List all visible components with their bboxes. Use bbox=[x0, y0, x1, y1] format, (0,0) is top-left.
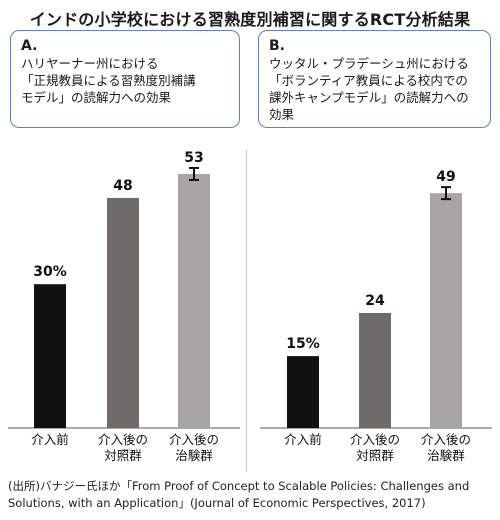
panel-0-category-label-1-line-1: 対照群 bbox=[104, 448, 142, 463]
panel-1-bar-1 bbox=[359, 312, 391, 428]
panel-1-category-label-2-line-0: 介入後の bbox=[421, 432, 471, 447]
panel-1-bar-0 bbox=[287, 356, 319, 428]
panel-0-category-label-1-line-0: 介入後の bbox=[98, 432, 148, 447]
panel-0-bar-2 bbox=[178, 173, 210, 428]
panel-1-category-label-0-line-0: 介入前 bbox=[284, 432, 322, 447]
panel-a-letter: A. bbox=[21, 38, 38, 54]
panel-0-data-label-0: 30% bbox=[33, 264, 67, 280]
panel-b-description: ウッタル・プラデーシュ州における 「ボランティア教員による校内での 課外キャンプ… bbox=[269, 56, 469, 122]
panel-0-data-label-1: 48 bbox=[113, 178, 132, 194]
panel-b-description-box: B. ウッタル・プラデーシュ州における 「ボランティア教員による校内での 課外キ… bbox=[258, 30, 491, 128]
panel-1-data-label-1: 24 bbox=[365, 293, 385, 309]
panel-0-data-label-2: 53 bbox=[184, 150, 203, 166]
source-note: (出所)バナジー氏ほか「From Proof of Concept to Sca… bbox=[8, 479, 470, 510]
panel-1-data-label-2: 49 bbox=[436, 169, 455, 185]
panel-0-category-label-2-line-0: 介入後の bbox=[169, 432, 219, 447]
panel-a-description: ハリヤーナー州における 「正規教員による習熟度別補講 モデル」の読解力への効果 bbox=[21, 56, 196, 105]
panel-divider bbox=[246, 150, 247, 472]
panel-0-category-label-2-line-1: 治験群 bbox=[175, 448, 213, 463]
page-title: インドの小学校における習熟度別補習に関するRCT分析結果 bbox=[29, 10, 471, 29]
panel-1-category-label-1-line-1: 対照群 bbox=[356, 448, 394, 463]
panel-0-bar-1 bbox=[107, 197, 139, 428]
bar-charts: 30%介入前48介入後の対照群53介入後の治験群15%介入前24介入後の対照群4… bbox=[8, 150, 492, 463]
panel-a-description-box: A. ハリヤーナー州における 「正規教員による習熟度別補講 モデル」の読解力への… bbox=[10, 30, 240, 128]
panel-0-bar-0 bbox=[34, 284, 66, 428]
panel-1-category-label-2-line-1: 治験群 bbox=[427, 448, 465, 463]
panel-1-category-label-1-line-0: 介入後の bbox=[350, 432, 400, 447]
panel-1-data-label-0: 15% bbox=[286, 336, 320, 352]
panel-b-letter: B. bbox=[269, 38, 285, 54]
panel-1-bar-2 bbox=[430, 193, 462, 428]
panel-0-category-label-0-line-0: 介入前 bbox=[31, 432, 69, 447]
